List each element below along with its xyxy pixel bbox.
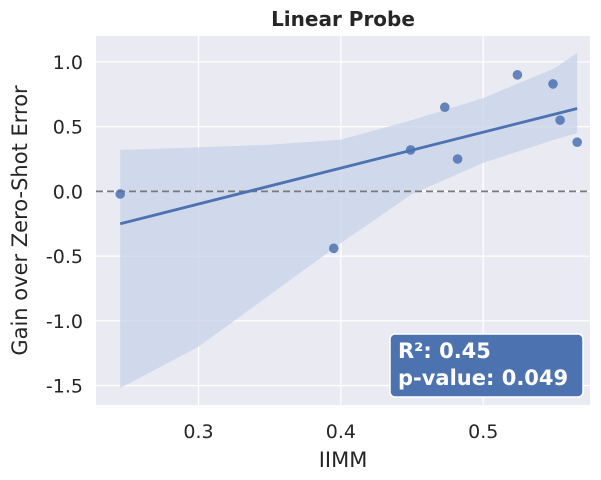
x-tick-label: 0.5 [468,421,498,443]
data-point [405,145,416,155]
chart-title: Linear Probe [271,7,415,31]
data-point [555,115,565,125]
x-tick-label: 0.3 [183,421,213,443]
y-tick-label: 1.0 [53,52,83,74]
r-squared-label: R²: 0.45 [398,339,491,363]
x-axis-label: IIMM [319,448,368,472]
data-point [572,137,582,147]
scatter-points [115,70,582,254]
y-tick-label: 0.5 [53,117,83,139]
data-point [512,70,523,80]
y-tick-labels: -1.5 -1.0 -0.5 0.0 0.5 1.0 [46,52,83,398]
y-tick-label: -1.0 [46,311,83,333]
regression-line [119,107,578,226]
y-tick-label: -1.5 [46,376,83,398]
data-point [548,79,558,89]
data-point [439,102,450,113]
data-point [328,243,339,254]
data-point [115,189,126,199]
y-tick-label: -0.5 [46,246,83,268]
data-point [452,154,463,164]
y-tick-label: 0.0 [53,181,83,203]
stats-box-background [389,333,584,398]
x-tick-labels: 0.3 0.4 0.5 [183,421,498,443]
x-tick-label: 0.4 [326,421,356,443]
y-axis-label: Gain over Zero-Shot Error [8,85,32,356]
stats-box: R²: 0.45 p-value: 0.049 [389,333,584,398]
p-value-label: p-value: 0.049 [398,366,568,390]
